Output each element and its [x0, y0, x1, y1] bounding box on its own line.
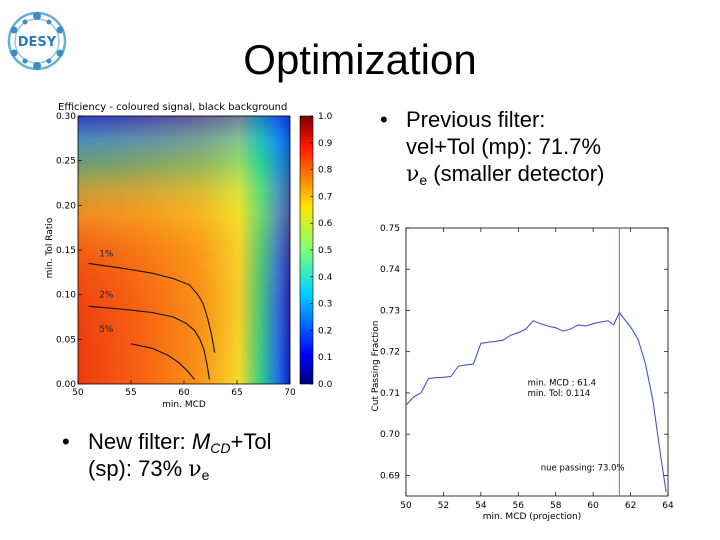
- new-filter-suffix: +Tol: [230, 429, 272, 454]
- nu-subscript: e: [201, 467, 210, 483]
- desy-logo-graphic: DESY: [7, 11, 67, 71]
- x-tick-label: 50: [72, 388, 84, 398]
- nu-symbol: ν: [406, 162, 420, 187]
- line-x-axis-label: min. MCD (projection): [483, 512, 582, 522]
- desy-logo: DESY: [6, 8, 68, 74]
- y-tick-label: 0.00: [56, 380, 76, 390]
- mcd-subscript: CD: [210, 440, 231, 456]
- bullet-marker: •: [62, 429, 70, 454]
- y-tick-label: 0.75: [380, 224, 400, 234]
- x-tick-label: 60: [178, 388, 190, 398]
- x-tick-label: 55: [125, 388, 136, 398]
- heatmap-y-axis-label: min. Tol Ratio: [45, 217, 55, 278]
- x-tick-label: 56: [513, 501, 525, 511]
- y-tick-label: 0.15: [56, 246, 76, 256]
- contour-label: 2%: [99, 290, 114, 300]
- y-tick-label: 0.20: [56, 201, 76, 211]
- y-tick-label: 0.25: [56, 157, 76, 167]
- line-chart-annotation: min. MCD : 61.4: [528, 379, 596, 389]
- bullet-marker: •: [380, 107, 388, 132]
- x-tick-label: 50: [400, 501, 412, 511]
- x-tick-label: 54: [475, 501, 487, 511]
- previous-filter-bullet: • Previous filter: vel+Tol (mp): 71.7% ν…: [380, 106, 710, 188]
- cut-passing-line-chart: 50 52 54 56 58 60 62 64 0.69 0.70 0.71 0.72 0.73 0.74…: [364, 216, 676, 524]
- colorbar-tick-label: 0.0: [318, 380, 333, 390]
- previous-filter-line2: vel+Tol (mp): 71.7%: [406, 134, 602, 159]
- x-tick-label: 52: [438, 501, 449, 511]
- line-chart-annotation: min. Tol: 0.114: [528, 389, 591, 399]
- colorbar-tick-label: 0.5: [318, 246, 332, 256]
- heatmap-plot-area: 1% 2% 5%: [78, 116, 290, 384]
- heatmap-field-right: [78, 116, 290, 384]
- colorbar-tick-label: 0.2: [318, 326, 332, 336]
- line-plot-frame: [405, 227, 669, 497]
- colorbar-tick-label: 0.6: [318, 219, 333, 229]
- line-chart-svg: 50 52 54 56 58 60 62 64 0.69 0.70 0.71 0.72 0.73 0.74…: [371, 224, 674, 522]
- colorbar-tick-label: 0.9: [318, 139, 333, 149]
- x-tick-label: 65: [231, 388, 242, 398]
- colorbar-tick-label: 0.7: [318, 192, 332, 202]
- y-tick-label: 0.73: [380, 306, 400, 316]
- x-tick-label: 58: [550, 501, 562, 511]
- contour-line: [130, 343, 196, 380]
- contour-line: [88, 305, 210, 380]
- colorbar-tick-label: 0.1: [318, 353, 332, 363]
- cut-passing-series-line: [406, 311, 667, 492]
- colorbar-tick-label: 0.8: [318, 166, 333, 176]
- nu-symbol: ν: [188, 457, 202, 482]
- colorbar-tick-label: 1.0: [318, 112, 333, 122]
- efficiency-heatmap-chart: Efficiency - coloured signal, black back…: [42, 96, 342, 414]
- heatmap-axes: 50 55 60 65 70 0.00 0.05 0.10 0.15 0.20 0.25 0.30: [56, 112, 296, 398]
- y-tick-label: 0.69: [380, 471, 400, 481]
- contour-label: 1%: [99, 249, 114, 259]
- line-chart-annotation: nue passing: 73.0%: [541, 463, 625, 473]
- new-filter-bullet: • New filter: MCD+Tol (sp): 73% νe: [62, 428, 362, 483]
- y-tick-label: 0.71: [380, 389, 400, 399]
- slide-title: Optimization: [243, 36, 477, 83]
- y-tick-label: 0.70: [380, 430, 400, 440]
- x-tick-label: 70: [284, 388, 296, 398]
- colorbar-tick-label: 0.3: [318, 300, 332, 310]
- previous-filter-line1: Previous filter:: [406, 107, 546, 132]
- colorbar-tick-label: 0.4: [318, 273, 333, 283]
- heatmap-x-axis-label: min. MCD: [162, 400, 206, 410]
- new-filter-line2: (sp): 73%: [88, 456, 189, 481]
- x-tick-label: 62: [625, 501, 636, 511]
- y-tick-label: 0.05: [56, 335, 76, 345]
- contour-label: 5%: [99, 325, 114, 335]
- y-tick-label: 0.30: [56, 112, 76, 122]
- new-filter-prefix: New filter:: [88, 429, 192, 454]
- nu-subscript: e: [419, 172, 428, 188]
- x-tick-label: 64: [662, 501, 674, 511]
- y-tick-label: 0.10: [56, 291, 76, 301]
- y-tick-label: 0.74: [380, 265, 400, 275]
- heatmap-title: Efficiency - coloured signal, black back…: [58, 102, 287, 113]
- heatmap-colorbar: 0.0 0.1 0.2 0.3 0.4 0.5 0.6 0.7 0.8 0.9 1.0: [299, 112, 333, 390]
- mcd-symbol: M: [191, 429, 211, 454]
- line-plot-area: 50 52 54 56 58 60 62 64 0.69 0.70 0.71 0.72 0.73 0.74…: [380, 224, 674, 511]
- line-y-axis-label: Cut Passing Fraction: [371, 321, 381, 412]
- y-tick-label: 0.72: [380, 348, 400, 358]
- previous-filter-line3: (smaller detector): [427, 161, 605, 186]
- x-tick-label: 60: [587, 501, 599, 511]
- logo-text: DESY: [18, 35, 57, 50]
- contour-line: [88, 262, 216, 353]
- heatmap-svg: Efficiency - coloured signal, black back…: [45, 102, 333, 410]
